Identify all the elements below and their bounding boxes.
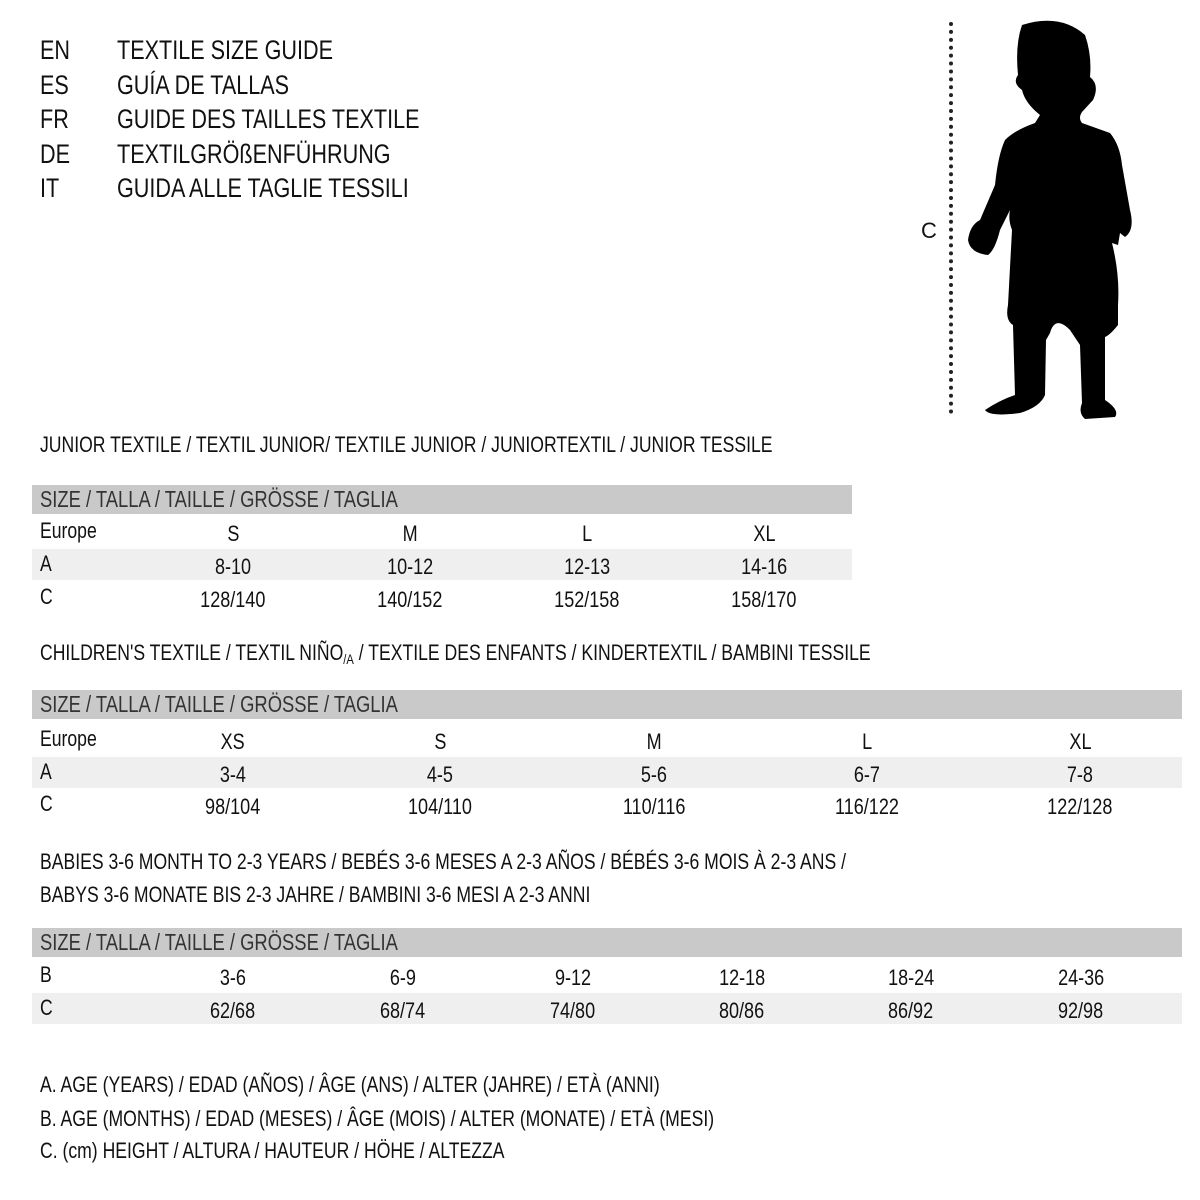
table-cell: L [581,521,593,546]
legend-b: B. AGE (MONTHS) / EDAD (MESES) / ÂGE (MO… [40,1106,715,1131]
table-cell: 3-6 [219,965,247,990]
language-title: GUÍA DE TALLAS [117,69,290,100]
children-size-header: SIZE / TALLA / TAILLE / GRÖSSE / TAGLIA [32,690,1182,719]
table-cell: 104/110 [408,794,472,819]
row-label: B [40,962,52,987]
table-cell: M [646,729,662,754]
row-label: C [40,791,53,816]
table-cell: S [433,729,447,754]
table-cell: 92/98 [1058,998,1104,1023]
language-title: TEXTILE SIZE GUIDE [117,35,334,65]
table-cell: M [402,521,418,546]
row-label: A [40,759,52,784]
table-cell: 5-6 [640,762,668,787]
table-cell: S [226,521,240,546]
children-section-title: CHILDREN'S TEXTILE / TEXTIL NIÑO/A / TEX… [40,640,871,667]
row-stripe [32,757,1182,788]
table-cell: 6-9 [389,965,417,990]
measure-line [949,22,953,414]
babies-section-title-line2: BABYS 3-6 MONATE BIS 2-3 JAHRE / BAMBINI… [40,882,591,907]
table-cell: 110/116 [622,794,686,819]
child-silhouette-icon [968,20,1132,419]
table-cell: 24-36 [1057,965,1105,990]
row-label: Europe [40,518,97,543]
table-cell: 152/158 [554,587,620,612]
table-cell: 74/80 [550,998,596,1023]
table-cell: L [861,729,873,754]
table-cell: 122/128 [1047,794,1113,819]
table-cell: 116/122 [835,794,899,819]
table-cell: XL [752,521,776,546]
row-label: Europe [40,726,97,751]
language-code: EN [40,35,71,65]
language-code: DE [40,138,71,169]
table-cell: 9-12 [554,965,592,990]
table-cell: 18-24 [887,965,935,990]
language-code: FR [40,104,69,134]
row-label: C [40,995,53,1020]
table-cell: 6-7 [853,762,881,787]
table-cell: 7-8 [1066,762,1094,787]
row-stripe [32,993,1182,1024]
table-cell: 98/104 [205,794,261,819]
junior-size-header: SIZE / TALLA / TAILLE / GRÖSSE / TAGLIA [32,485,852,514]
table-cell: 12-18 [718,965,766,990]
table-cell: 128/140 [200,587,266,612]
table-cell: 140/152 [377,587,443,612]
language-code: IT [40,173,60,203]
row-label: A [40,551,52,576]
table-cell: 4-5 [426,762,454,787]
row-stripe [32,549,852,580]
table-cell: 14-16 [740,554,788,579]
table-cell: XS [220,729,246,754]
table-cell: 8-10 [214,554,252,579]
babies-size-header: SIZE / TALLA / TAILLE / GRÖSSE / TAGLIA [32,928,1182,957]
language-title: GUIDA ALLE TAGLIE TESSILI [117,173,409,203]
table-cell: 62/68 [210,998,256,1023]
row-label: C [40,584,53,609]
table-cell: XL [1068,729,1092,754]
legend-a: A. AGE (YEARS) / EDAD (AÑOS) / ÂGE (ANS)… [40,1072,660,1097]
table-cell: 80/86 [719,998,765,1023]
table-cell: 3-4 [219,762,247,787]
junior-section-title: JUNIOR TEXTILE / TEXTIL JUNIOR/ TEXTILE … [40,432,773,457]
table-cell: 12-13 [563,554,611,579]
table-cell: 86/92 [888,998,934,1023]
measure-label: C [921,218,937,243]
table-cell: 158/170 [731,587,797,612]
language-code: ES [40,69,69,100]
language-title: TEXTILGRÖßENFÜHRUNG [117,138,391,169]
table-cell: 10-12 [386,554,434,579]
legend-c: C. (cm) HEIGHT / ALTURA / HAUTEUR / HÖHE… [40,1138,505,1163]
babies-section-title-line1: BABIES 3-6 MONTH TO 2-3 YEARS / BEBÉS 3-… [40,849,846,874]
table-cell: 68/74 [380,998,426,1023]
language-title: GUIDE DES TAILLES TEXTILE [117,104,420,134]
